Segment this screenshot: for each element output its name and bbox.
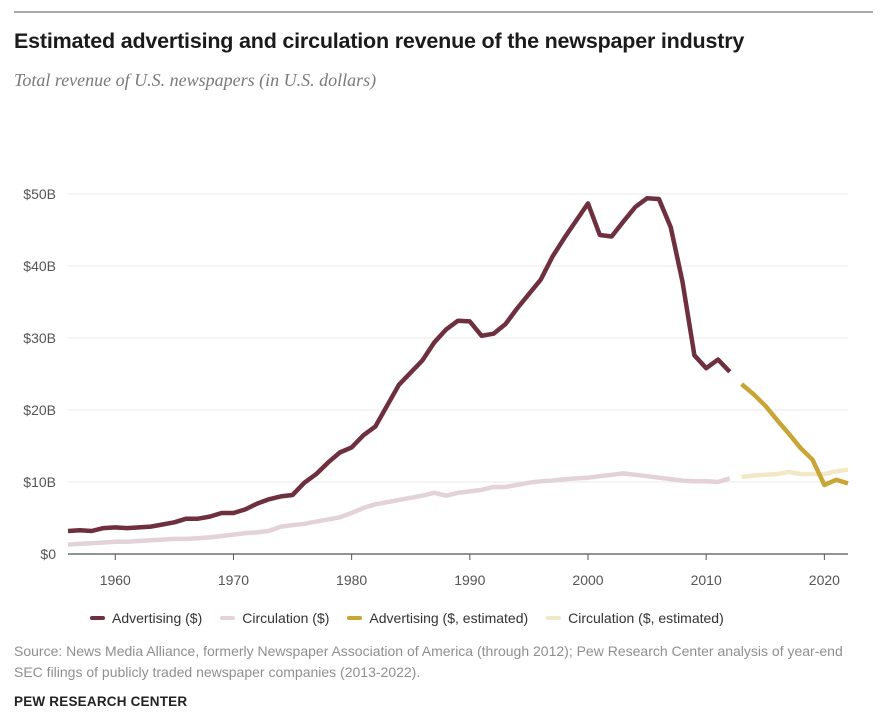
line-chart: $0 $10B $20B $30B $40B $50B 1960 1970 1980 1990 2… bbox=[23, 186, 849, 588]
y-tick-label: $40B bbox=[23, 258, 56, 274]
y-tick-label: $20B bbox=[23, 402, 56, 418]
y-tick-label: $0 bbox=[40, 546, 56, 562]
x-axis-ticks: 1960 1970 1980 1990 2000 2010 2020 bbox=[100, 554, 840, 588]
y-tick-label: $10B bbox=[23, 474, 56, 490]
legend-label-advertising-estimated: Advertising ($, estimated) bbox=[369, 610, 529, 626]
top-divider bbox=[14, 11, 873, 13]
y-axis-ticks: $0 $10B $20B $30B $40B $50B bbox=[23, 186, 56, 562]
x-tick-label: 1960 bbox=[100, 572, 131, 588]
x-tick-label: 2010 bbox=[691, 572, 722, 588]
legend-item-advertising: Advertising ($) bbox=[90, 610, 202, 626]
y-tick-label: $50B bbox=[23, 186, 56, 202]
legend-item-circulation: Circulation ($) bbox=[220, 610, 329, 626]
legend-label-advertising: Advertising ($) bbox=[112, 610, 203, 626]
legend-swatch-circulation bbox=[220, 616, 236, 620]
legend-label-circulation-estimated: Circulation ($, estimated) bbox=[568, 610, 724, 626]
series-lines bbox=[67, 196, 849, 547]
y-tick-label: $30B bbox=[23, 330, 56, 346]
legend-item-advertising-estimated: Advertising ($, estimated) bbox=[347, 610, 528, 626]
x-tick-label: 2000 bbox=[572, 572, 603, 588]
legend-swatch-advertising bbox=[90, 616, 105, 620]
series-line-circulation bbox=[67, 471, 731, 547]
series-line-advertising bbox=[67, 196, 732, 534]
chart-title: Estimated advertising and circulation re… bbox=[14, 29, 745, 53]
legend-swatch-circulation-estimated bbox=[546, 616, 562, 620]
x-tick-label: 1980 bbox=[336, 572, 367, 588]
chart-subtitle: Total revenue of U.S. newspapers (in U.S… bbox=[14, 70, 377, 90]
legend-item-circulation-estimated: Circulation ($, estimated) bbox=[546, 610, 724, 626]
series-line-advertising-estimated bbox=[740, 382, 849, 488]
x-tick-label: 1990 bbox=[454, 572, 485, 588]
gridlines bbox=[68, 193, 848, 555]
x-tick-label: 2020 bbox=[809, 572, 840, 588]
series-line-circulation-estimated bbox=[741, 467, 849, 480]
legend-label-circulation: Circulation ($) bbox=[242, 610, 330, 626]
legend: Advertising ($) Circulation ($) Advertis… bbox=[90, 610, 742, 626]
x-tick-label: 1970 bbox=[218, 572, 249, 588]
source-note: Source: News Media Alliance, formerly Ne… bbox=[14, 643, 843, 680]
legend-swatch-advertising-estimated bbox=[347, 616, 363, 620]
footer-credit: PEW RESEARCH CENTER bbox=[14, 694, 188, 709]
